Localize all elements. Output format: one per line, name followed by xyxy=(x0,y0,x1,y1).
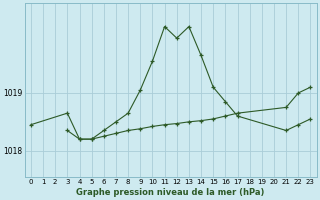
X-axis label: Graphe pression niveau de la mer (hPa): Graphe pression niveau de la mer (hPa) xyxy=(76,188,265,197)
